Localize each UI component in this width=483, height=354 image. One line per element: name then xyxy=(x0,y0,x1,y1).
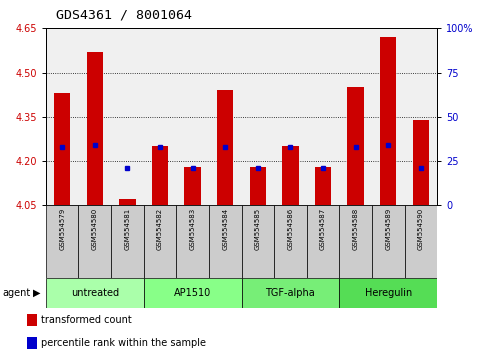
Bar xyxy=(250,167,266,205)
Text: untreated: untreated xyxy=(71,288,119,298)
Bar xyxy=(339,205,372,278)
Bar xyxy=(27,337,37,349)
Text: GSM554583: GSM554583 xyxy=(190,207,196,250)
Text: GSM554584: GSM554584 xyxy=(222,207,228,250)
Bar xyxy=(242,278,339,308)
Bar xyxy=(46,278,144,308)
Text: GSM554586: GSM554586 xyxy=(287,207,293,250)
Text: Heregulin: Heregulin xyxy=(365,288,412,298)
Bar xyxy=(152,146,168,205)
Text: GSM554580: GSM554580 xyxy=(92,207,98,250)
Bar xyxy=(144,278,242,308)
Bar xyxy=(46,205,79,278)
Bar xyxy=(339,278,437,308)
Bar xyxy=(185,167,201,205)
Bar xyxy=(217,90,233,205)
Bar xyxy=(27,314,37,326)
Text: transformed count: transformed count xyxy=(41,315,132,325)
Bar xyxy=(86,52,103,205)
Text: GSM554582: GSM554582 xyxy=(157,207,163,250)
Bar xyxy=(78,205,111,278)
Bar xyxy=(372,205,405,278)
Text: GSM554585: GSM554585 xyxy=(255,207,261,250)
Bar xyxy=(144,205,176,278)
Text: GSM554579: GSM554579 xyxy=(59,207,65,250)
Text: agent: agent xyxy=(2,288,30,298)
Text: TGF-alpha: TGF-alpha xyxy=(266,288,315,298)
Bar xyxy=(242,205,274,278)
Bar xyxy=(54,93,71,205)
Bar xyxy=(347,87,364,205)
Text: GSM554587: GSM554587 xyxy=(320,207,326,250)
Text: GSM554581: GSM554581 xyxy=(125,207,130,250)
Text: GSM554588: GSM554588 xyxy=(353,207,358,250)
Text: percentile rank within the sample: percentile rank within the sample xyxy=(41,338,206,348)
Bar xyxy=(307,205,339,278)
Text: GSM554590: GSM554590 xyxy=(418,207,424,250)
Bar xyxy=(111,205,144,278)
Bar xyxy=(380,37,397,205)
Bar xyxy=(282,146,298,205)
Bar xyxy=(176,205,209,278)
Bar xyxy=(315,167,331,205)
Bar xyxy=(274,205,307,278)
Bar xyxy=(119,199,136,205)
Bar xyxy=(209,205,242,278)
Text: AP1510: AP1510 xyxy=(174,288,211,298)
Text: ▶: ▶ xyxy=(33,288,41,298)
Text: GDS4361 / 8001064: GDS4361 / 8001064 xyxy=(56,8,192,21)
Bar xyxy=(412,120,429,205)
Bar xyxy=(405,205,437,278)
Text: GSM554589: GSM554589 xyxy=(385,207,391,250)
